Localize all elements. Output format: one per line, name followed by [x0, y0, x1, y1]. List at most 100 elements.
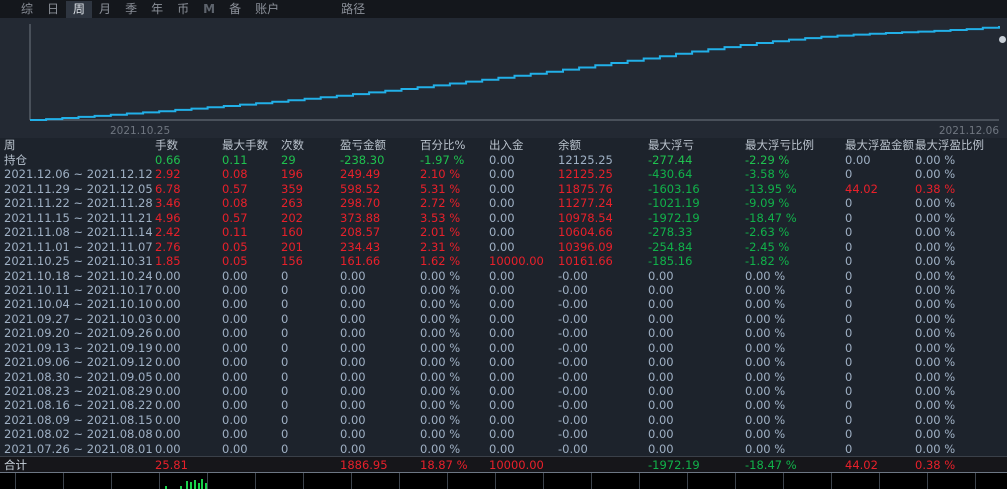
cell-pct: 3.53 % — [420, 210, 461, 225]
table-header-row: 周 手数 最大手数 次数 盈亏金额 百分比% 出入金 余额 最大浮亏 最大浮亏比… — [0, 138, 1007, 153]
chart-drag-handle[interactable] — [999, 36, 1006, 43]
col-header-period: 周 — [4, 138, 16, 152]
cell-lots: 0.00 — [155, 384, 181, 398]
col-header-balance: 余额 — [558, 138, 581, 152]
cell-count: 196 — [281, 167, 303, 182]
cell-max-fp-pct: 0.00 % — [915, 239, 956, 254]
table-row[interactable]: 2021.10.04 ~ 2021.10.10 0.00 0.00 0 0.00 0.00… — [0, 297, 1007, 311]
table-row[interactable]: 2021.10.18 ~ 2021.10.24 0.00 0.00 0 0.00 0.00… — [0, 269, 1007, 283]
menu-item-m[interactable]: M — [203, 1, 216, 16]
menu-item-bi[interactable]: 币 — [177, 1, 190, 16]
cell-pl: 0.00 — [340, 340, 366, 355]
cell-period: 2021.11.08 ~ 2021.11.14 — [4, 225, 153, 240]
strip-bar — [186, 481, 188, 489]
cell-pl: 373.88 — [340, 210, 381, 225]
cell-max-fp-pct: 0.00 % — [915, 311, 956, 326]
cell-pl: 0.00 — [340, 398, 366, 413]
table-row[interactable]: 2021.11.15 ~ 2021.11.21 4.96 0.57 202 373.88… — [0, 211, 1007, 225]
table-row[interactable]: 2021.11.22 ~ 2021.11.28 3.46 0.08 263 298.70… — [0, 196, 1007, 210]
menu-item-zhou[interactable]: 周 — [66, 0, 93, 18]
table-row[interactable]: 2021.10.11 ~ 2021.10.17 0.00 0.00 0 0.00 0.00… — [0, 283, 1007, 297]
cell-lots: 0.00 — [155, 282, 181, 297]
cell-max-fp: 0 — [845, 369, 853, 384]
cell-pl: 208.57 — [340, 225, 381, 240]
total-lots: 25.81 — [155, 458, 188, 473]
cell-lots: 2.92 — [155, 167, 181, 182]
position-lots: 0.66 — [155, 153, 181, 167]
table-row[interactable]: 2021.09.20 ~ 2021.09.26 0.00 0.00 0 0.00 0.00… — [0, 326, 1007, 340]
menu-item-ji[interactable]: 季 — [125, 1, 138, 16]
cell-count: 0 — [281, 369, 289, 384]
menu-item-account[interactable]: 账户 — [255, 1, 280, 16]
table-row[interactable]: 2021.11.08 ~ 2021.11.14 2.42 0.11 160 208.57… — [0, 225, 1007, 239]
cell-max-lots: 0.00 — [222, 412, 248, 427]
cell-count: 0 — [281, 398, 289, 413]
table-row[interactable]: 2021.08.09 ~ 2021.08.15 0.00 0.00 0 0.00 0.00… — [0, 413, 1007, 427]
cell-count: 0 — [281, 297, 289, 312]
menu-item-bei[interactable]: 备 — [229, 1, 242, 16]
strip-tick — [783, 473, 784, 489]
cell-max-dd: -1603.16 — [648, 181, 700, 196]
menu-item-zong[interactable]: 综 — [21, 1, 34, 16]
table-row[interactable]: 2021.08.16 ~ 2021.08.22 0.00 0.00 0 0.00 0.00… — [0, 398, 1007, 412]
cell-lots: 2.76 — [155, 239, 181, 254]
menu-item-yue[interactable]: 月 — [99, 1, 112, 16]
cell-deposit: 0.00 — [489, 268, 515, 283]
menu-item-nian[interactable]: 年 — [151, 1, 164, 16]
cell-period: 2021.11.01 ~ 2021.11.07 — [4, 239, 153, 254]
cell-max-fp: 0 — [845, 355, 853, 370]
cell-lots: 0.00 — [155, 398, 181, 413]
cell-lots: 0.00 — [155, 268, 181, 283]
table-row[interactable]: 2021.10.25 ~ 2021.10.31 1.85 0.05 156 161.66… — [0, 254, 1007, 268]
table-body: 2021.12.06 ~ 2021.12.12 2.92 0.08 196 249.49… — [0, 167, 1007, 456]
cell-pct: 0.00 % — [420, 441, 461, 456]
table-row[interactable]: 2021.08.02 ~ 2021.08.08 0.00 0.00 0 0.00 0.00… — [0, 427, 1007, 441]
total-pl: 1886.95 — [340, 458, 388, 473]
table-row[interactable]: 2021.08.23 ~ 2021.08.29 0.00 0.00 0 0.00 0.00… — [0, 384, 1007, 398]
strip-tick — [351, 473, 352, 489]
cell-max-dd: 0.00 — [648, 412, 674, 427]
cell-balance: -0.00 — [558, 340, 588, 355]
menu-item-path[interactable]: 路径 — [341, 1, 366, 16]
cell-balance: 10161.66 — [558, 254, 613, 269]
cell-max-dd-pct: -18.47 % — [745, 210, 797, 225]
cell-lots: 1.85 — [155, 254, 181, 269]
cell-max-fp-pct: 0.38 % — [915, 181, 956, 196]
table-row[interactable]: 2021.11.01 ~ 2021.11.07 2.76 0.05 201 234.43… — [0, 240, 1007, 254]
table-row[interactable]: 2021.12.06 ~ 2021.12.12 2.92 0.08 196 249.49… — [0, 167, 1007, 181]
total-deposit: 10000.00 — [489, 458, 544, 473]
cell-max-fp: 0 — [845, 412, 853, 427]
cell-max-fp-pct: 0.00 % — [915, 196, 956, 211]
col-header-pct: 百分比% — [420, 138, 466, 152]
cell-max-lots: 0.57 — [222, 181, 248, 196]
cell-pct: 0.00 % — [420, 268, 461, 283]
cell-count: 0 — [281, 326, 289, 341]
table-row[interactable]: 2021.09.06 ~ 2021.09.12 0.00 0.00 0 0.00 0.00… — [0, 355, 1007, 369]
table-row[interactable]: 2021.08.30 ~ 2021.09.05 0.00 0.00 0 0.00 0.00… — [0, 370, 1007, 384]
cell-max-fp-pct: 0.00 % — [915, 210, 956, 225]
cell-max-dd: 0.00 — [648, 441, 674, 456]
cell-max-fp: 0 — [845, 268, 853, 283]
cell-lots: 0.00 — [155, 340, 181, 355]
cell-max-dd: 0.00 — [648, 384, 674, 398]
table-row[interactable]: 2021.07.26 ~ 2021.08.01 0.00 0.00 0 0.00 0.00… — [0, 442, 1007, 456]
cell-lots: 2.42 — [155, 225, 181, 240]
cell-max-dd-pct: 0.00 % — [745, 326, 786, 341]
position-row[interactable]: 持仓 0.66 0.11 29 -238.30 -1.97 % 0.00 121… — [0, 153, 1007, 167]
cell-count: 0 — [281, 282, 289, 297]
menu-item-ri[interactable]: 日 — [47, 1, 60, 16]
table-row[interactable]: 2021.09.13 ~ 2021.09.19 0.00 0.00 0 0.00 0.00… — [0, 341, 1007, 355]
cell-count: 0 — [281, 340, 289, 355]
table-row[interactable]: 2021.09.27 ~ 2021.10.03 0.00 0.00 0 0.00 0.00… — [0, 312, 1007, 326]
cell-max-fp-pct: 0.00 % — [915, 268, 956, 283]
cell-balance: -0.00 — [558, 384, 588, 398]
cell-balance: -0.00 — [558, 369, 588, 384]
cell-balance: -0.00 — [558, 326, 588, 341]
cell-balance: 10396.09 — [558, 239, 613, 254]
cell-count: 202 — [281, 210, 303, 225]
strip-tick — [255, 473, 256, 489]
cell-max-lots: 0.05 — [222, 239, 248, 254]
cell-count: 0 — [281, 311, 289, 326]
strip-bar — [198, 483, 200, 489]
table-row[interactable]: 2021.11.29 ~ 2021.12.05 6.78 0.57 359 598.52… — [0, 182, 1007, 196]
